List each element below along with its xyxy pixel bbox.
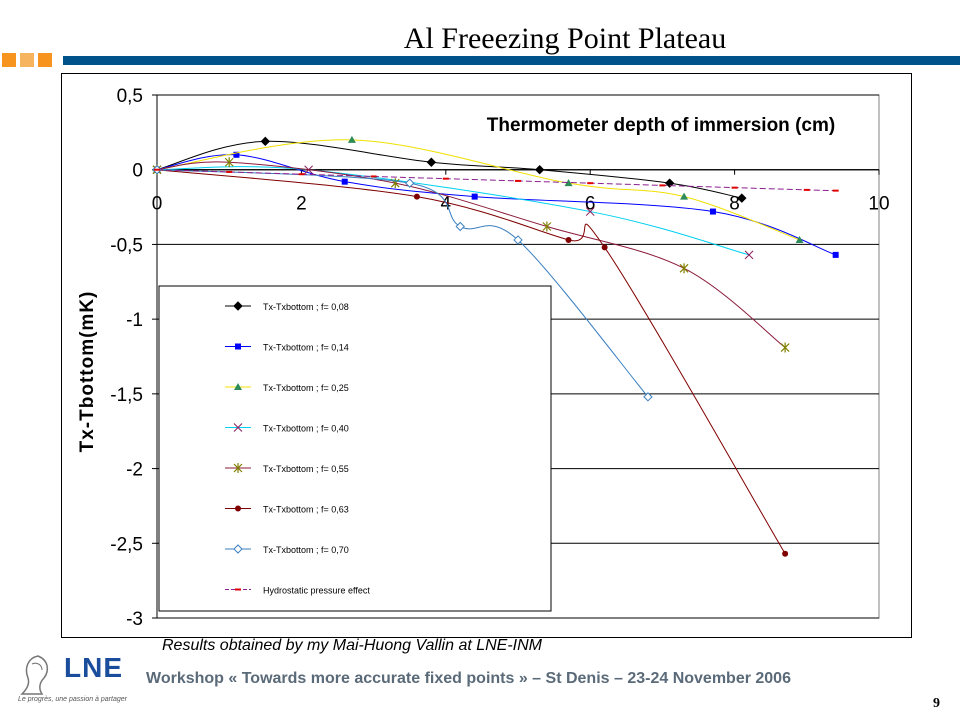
legend-entry-label: Tx-Txbottom ; f= 0,40	[263, 424, 349, 434]
legend-entry-label: Tx-Txbottom ; f= 0,70	[263, 545, 349, 555]
x-tick-label: 2	[296, 194, 307, 215]
legend-entry-label: Hydrostatic pressure effect	[263, 586, 370, 596]
legend-swatch-marker	[234, 383, 242, 390]
data-point	[341, 178, 348, 185]
legend-box	[158, 285, 552, 612]
lne-logo: LNE Le progrès, une passion à partager	[18, 652, 138, 708]
logo-tagline: Le progrès, une passion à partager	[18, 696, 127, 703]
data-point	[565, 236, 572, 243]
chart-title: Thermometer depth of immersion (cm)	[487, 115, 835, 136]
data-point	[782, 550, 789, 557]
data-point	[347, 135, 356, 143]
legend-entry-label: Tx-Txbottom ; f= 0,55	[263, 464, 349, 474]
data-point	[601, 244, 608, 251]
data-point	[664, 178, 675, 188]
marker-stroke	[233, 423, 243, 432]
legend-swatch-marker	[233, 301, 243, 311]
legend-entry-label: Tx-Txbottom ; f= 0,08	[263, 302, 349, 312]
series-4	[156, 166, 750, 256]
chart-svg: 0,5 0 -0,5 -1 -1,5 -2 -2,5 -3 0 2 4 6 8 10 Thermometer…	[61, 73, 912, 638]
data-point	[471, 193, 478, 200]
data-point	[404, 178, 415, 188]
legend-entry-label: Tx-Txbottom ; f= 0,14	[263, 343, 349, 353]
legend-entry-label: Tx-Txbottom ; f= 0,25	[263, 383, 349, 393]
series-3	[156, 139, 800, 241]
marker-stroke	[585, 207, 595, 216]
series-line	[156, 139, 800, 241]
logo-figure-icon	[20, 655, 49, 695]
data-point	[680, 192, 689, 200]
data-point	[643, 392, 653, 402]
data-point	[744, 250, 754, 260]
data-point	[413, 193, 420, 200]
slide-title: Al Freeezing Point Plateau	[403, 22, 727, 55]
y-tick-label: -1	[126, 310, 143, 331]
legend-swatch-marker	[233, 423, 243, 432]
logo-text: LNE	[64, 652, 123, 683]
data-point	[224, 157, 234, 168]
y-tick-label: -1,5	[110, 385, 143, 406]
y-tick-label: 0,5	[117, 86, 143, 107]
y-tick-label: 0	[132, 161, 143, 182]
y-tick-label: -0,5	[110, 235, 143, 256]
data-point	[542, 221, 552, 232]
legend-swatch-marker	[233, 463, 243, 473]
y-axis-label: Tx-Tbottom(mK)	[77, 291, 98, 453]
x-tick-label: 0	[152, 194, 163, 215]
credit-text: Results obtained by my Mai-Huong Vallin …	[162, 637, 543, 654]
data-point	[737, 193, 747, 203]
data-point	[534, 165, 545, 175]
header-accent-bar	[63, 56, 960, 65]
data-point	[780, 342, 790, 353]
deco-square-3	[38, 53, 52, 67]
data-point	[513, 235, 523, 245]
deco-square-2	[20, 53, 34, 67]
data-point	[260, 136, 271, 147]
x-tick-label: 8	[729, 194, 740, 215]
legend-entry-label: Tx-Txbottom ; f= 0,63	[263, 505, 349, 515]
legend-swatch-marker	[235, 505, 241, 512]
x-tick-label: 6	[585, 194, 596, 215]
data-point	[233, 151, 240, 158]
data-point	[679, 263, 689, 274]
data-point	[832, 251, 839, 258]
legend-swatch-marker	[233, 544, 243, 554]
data-point	[455, 221, 465, 232]
footer-text: Workshop « Towards more accurate fixed p…	[146, 670, 791, 687]
series-line	[156, 166, 750, 256]
data-point	[795, 235, 804, 243]
y-tick-label: -2,5	[110, 534, 143, 555]
legend-swatch-marker	[235, 343, 241, 350]
data-point	[426, 157, 437, 167]
data-point	[709, 208, 716, 215]
chart-frame: 0,5 0 -0,5 -1 -1,5 -2 -2,5 -3 0 2 4 6 8 10 Thermometer…	[61, 73, 912, 638]
page-number: 9	[933, 696, 940, 711]
y-tick-label: -3	[126, 609, 143, 630]
marker-stroke	[744, 250, 754, 260]
data-point	[564, 179, 573, 187]
data-point	[585, 207, 595, 216]
y-tick-label: -2	[126, 460, 143, 481]
x-tick-label: 10	[868, 194, 889, 215]
x-tick-label: 4	[441, 194, 452, 215]
deco-square-1	[2, 53, 16, 67]
